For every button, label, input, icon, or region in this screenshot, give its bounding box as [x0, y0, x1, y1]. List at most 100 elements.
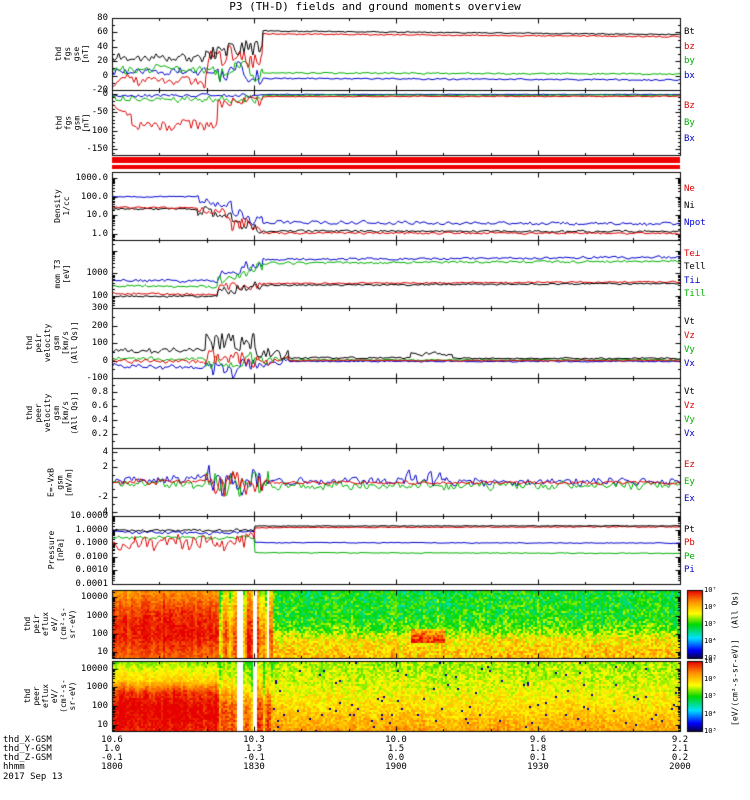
- colorbar-tick-spec_ele: 10⁴: [704, 709, 717, 718]
- ylabel-efield: E=-VxB gsm [mV/m]: [46, 467, 74, 497]
- ytick-label-fgs_gse: 80: [97, 13, 108, 23]
- row-value: 10.0: [385, 735, 407, 745]
- ytick-label-fgs_gsm: -50: [91, 107, 108, 118]
- row-value: 0.0: [387, 753, 405, 763]
- colorbar-tick-spec_ele: 10⁷: [704, 657, 717, 665]
- legend-Vy: Vy: [684, 345, 695, 355]
- ytick-label-spec_ion: 10: [97, 647, 108, 658]
- row-value: 9.2: [671, 735, 689, 745]
- row-value: 1930: [527, 762, 549, 772]
- row-value: 1900: [385, 762, 407, 772]
- colorbar-tick-spec_ele: 10⁵: [704, 692, 717, 700]
- ytick-label-fgs_gse: 0: [102, 70, 108, 81]
- ytick-label-pressure: 0.0010: [75, 565, 108, 576]
- legend-Vx: Vx: [684, 359, 695, 369]
- ytick-label-vel_i: 200: [91, 320, 108, 331]
- ytick-label-pressure: 0.1000: [75, 538, 108, 549]
- plot-title: P3 (TH-D) fields and ground moments over…: [229, 0, 521, 13]
- spec-unit-label: [eV/(cm²-s-sr-eV)] (All Qs): [730, 591, 740, 726]
- row-label-thd_Y-GSM: thd_Y-GSM: [3, 744, 52, 754]
- legend-Pe: Pe: [684, 551, 695, 562]
- legend-Pb: Pb: [684, 538, 695, 549]
- ylabel-vel_i: thd peir velocity gsm [km/s (All Qs)]: [25, 321, 79, 365]
- legend-Ey: Ey: [684, 477, 695, 487]
- row-value: 2000: [669, 762, 691, 772]
- row-label-hhmm: hhmm: [3, 762, 25, 772]
- legend-Pt: Pt: [684, 524, 695, 535]
- legend-Bx: Bx: [684, 133, 695, 144]
- colorbar-tick-spec_ion: 10⁵: [704, 620, 717, 628]
- legend-Bt: Bt: [684, 27, 695, 38]
- row-value: 1.8: [529, 744, 547, 754]
- ytick-label-vel_e: 0.6: [91, 401, 108, 411]
- legend-Bz: Bz: [684, 101, 695, 112]
- ytick-label-spec_ion: 1000: [86, 610, 108, 621]
- legend-bz: bz: [684, 41, 695, 52]
- ytick-label-vel_i: 0: [102, 355, 108, 366]
- ytick-label-fgs_gsm: 0: [102, 88, 108, 99]
- ytick-label-fgs_gse: 40: [97, 41, 108, 52]
- ytick-label-pressure: 10.0000: [70, 511, 108, 521]
- ytick-label-spec_ele: 10: [97, 720, 108, 731]
- ylabel-spec_ion: thd peir eflux eV/ (cm²-s- sr-eV): [23, 607, 77, 641]
- ytick-label-vel_e: 0.4: [91, 415, 108, 425]
- colorbar-tick-spec_ion: 10⁷: [704, 586, 717, 594]
- ytick-label-spec_ion: 10000: [80, 592, 108, 603]
- colorbar-tick-spec_ele: 10⁶: [704, 674, 717, 683]
- row-value: 10.3: [243, 735, 265, 745]
- legend-bx: bx: [684, 70, 695, 81]
- row-value: 1800: [101, 762, 123, 772]
- legend-by: by: [684, 56, 695, 67]
- row-value: 1830: [243, 762, 265, 772]
- ytick-label-spec_ion: 100: [91, 629, 108, 640]
- legend-Tell: Tell: [684, 262, 706, 273]
- row-value: 0.2: [671, 753, 689, 763]
- legend-Till: Till: [684, 289, 706, 300]
- ytick-label-vel_i: 100: [91, 338, 108, 348]
- colorbar-tick-spec_ion: 10⁴: [704, 637, 717, 645]
- legend-By: By: [684, 117, 695, 128]
- row-value: 1.3: [245, 744, 263, 754]
- ylabel-fgs_gsm: thd fgs gsm [nT]: [54, 112, 90, 133]
- ytick-label-vel_i: -100: [86, 373, 108, 383]
- ytick-label-density: 10.0: [86, 210, 108, 221]
- legend-Ti⊥: Ti⊥: [684, 275, 701, 286]
- legend-Te⊥: Te⊥: [684, 248, 701, 259]
- colorbar-tick-spec_ion: 10⁶: [704, 603, 717, 611]
- ytick-label-efield: -2: [97, 491, 108, 502]
- ytick-label-fgs_gse: 20: [97, 56, 108, 67]
- ytick-label-spec_ele: 1000: [86, 682, 108, 693]
- ytick-label-pressure: 1.0000: [75, 524, 108, 535]
- row-label-thd_Z-GSM: thd_Z-GSM: [3, 753, 52, 763]
- row-value: -0.1: [101, 753, 123, 763]
- ylabel-vel_e: thd peer velocity gsm [km/s (All Qs)]: [25, 391, 79, 435]
- legend-Vz: Vz: [684, 331, 695, 341]
- row-value: 10.6: [101, 735, 123, 745]
- legend-Vt: Vt: [684, 317, 695, 327]
- ytick-label-fgs_gse: 60: [97, 27, 108, 38]
- ytick-label-pressure: 0.0100: [75, 551, 108, 562]
- ytick-label-spec_ele: 100: [91, 701, 108, 712]
- ytick-label-pressure: 0.0001: [75, 579, 108, 589]
- ytick-label-vel_i: 300: [91, 303, 108, 313]
- ytick-label-density: 1.0: [91, 229, 108, 240]
- ytick-label-temp: 100: [91, 291, 108, 302]
- ytick-label-fgs_gse: -20: [91, 85, 108, 95]
- ytick-label-vel_e: 0.8: [91, 387, 108, 397]
- ytick-label-fgs_gsm: -100: [86, 125, 108, 136]
- colorbar-tick-spec_ele: 10³: [704, 727, 717, 735]
- ylabel-temp: mom T3 [eV]: [53, 259, 71, 289]
- legend-Vz: Vz: [684, 401, 695, 411]
- row-value: 2.1: [671, 744, 689, 754]
- row-value: 1.0: [103, 744, 121, 754]
- ytick-label-temp: 1000: [86, 268, 108, 279]
- row-value: 1.5: [387, 744, 405, 754]
- legend-Vt: Vt: [684, 387, 695, 397]
- legend-Vx: Vx: [684, 429, 695, 439]
- ytick-label-density: 1000.0: [75, 172, 108, 183]
- ytick-label-efield: 2: [102, 462, 108, 473]
- ytick-label-efield: 4: [102, 447, 108, 458]
- colorbar-tick-spec_ion: 10³: [704, 654, 717, 662]
